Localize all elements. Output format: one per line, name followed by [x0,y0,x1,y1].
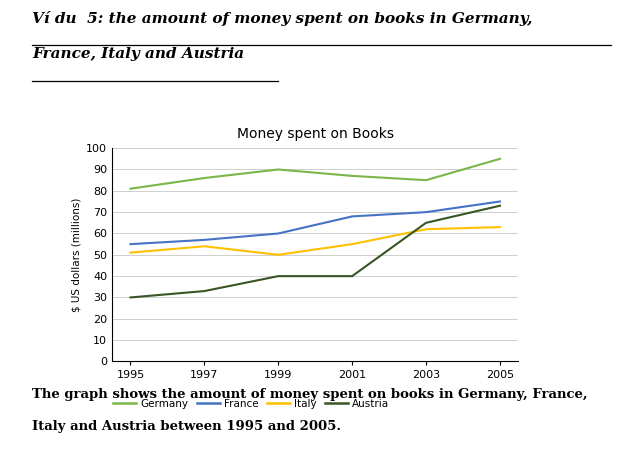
Legend: Germany, France, Italy, Austria: Germany, France, Italy, Austria [109,394,393,413]
Text: Ví du  5: the amount of money spent on books in Germany,: Ví du 5: the amount of money spent on bo… [32,11,532,26]
Text: France, Italy and Austria: France, Italy and Austria [32,47,244,61]
Text: The graph shows the amount of money spent on books in Germany, France,: The graph shows the amount of money spen… [32,388,588,401]
Title: Money spent on Books: Money spent on Books [237,128,394,141]
Text: Italy and Austria between 1995 and 2005.: Italy and Austria between 1995 and 2005. [32,420,341,433]
Y-axis label: $ US dollars (millions): $ US dollars (millions) [72,198,82,312]
